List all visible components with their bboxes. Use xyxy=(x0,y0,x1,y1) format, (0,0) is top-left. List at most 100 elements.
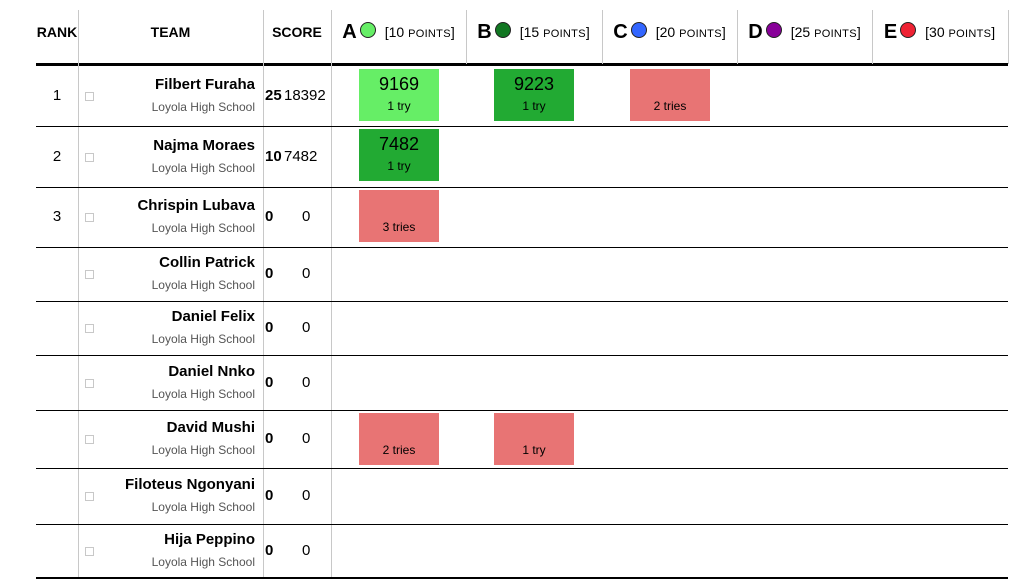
team-school: Loyola High School xyxy=(151,160,255,175)
team-name: David Mushi xyxy=(166,419,255,436)
problem-result-a[interactable]: 9169 1 try xyxy=(359,69,439,121)
problem-points: [30 POINTS] xyxy=(925,24,995,40)
problem-header-c: C [20 POINTS] xyxy=(602,0,737,64)
row-divider xyxy=(36,187,1008,188)
favorite-checkbox[interactable] xyxy=(85,324,94,333)
problem-letter: C xyxy=(613,20,628,43)
points-label: POINTS xyxy=(679,28,722,40)
problem-letter: B xyxy=(477,20,492,43)
attempt-count: 1 try xyxy=(522,99,546,113)
points-label: POINTS xyxy=(543,28,586,40)
team-row: Daniel Nnko Loyola High School 0 0 xyxy=(0,355,1024,410)
points-bracket: ] xyxy=(856,24,861,40)
solve-time: 9169 xyxy=(378,74,420,94)
attempt-count: 1 try xyxy=(522,443,546,457)
problem-header-b: B [15 POINTS] xyxy=(466,0,601,64)
team-name: Filbert Furaha xyxy=(154,76,255,93)
favorite-checkbox[interactable] xyxy=(85,435,94,444)
team-row: David Mushi Loyola High School 0 0 2 tries 1 … xyxy=(0,410,1024,468)
column-divider xyxy=(331,10,332,577)
team-row: 2 Najma Moraes Loyola High School 10 7482 748… xyxy=(0,126,1024,187)
team-row: 1 Filbert Furaha Loyola High School 25 18392… xyxy=(0,66,1024,126)
problem-result-a[interactable]: 2 tries xyxy=(359,413,439,465)
points-bracket: ] xyxy=(721,24,726,40)
balloon-icon xyxy=(359,22,376,38)
team-school: Loyola High School xyxy=(151,278,255,292)
favorite-checkbox[interactable] xyxy=(85,492,94,501)
score-header: SCORE xyxy=(272,24,322,40)
problem-header-e: E [30 POINTS] xyxy=(872,0,1007,64)
solve-time xyxy=(359,413,439,443)
bottom-divider xyxy=(36,577,1008,579)
points-bracket: ] xyxy=(585,24,590,40)
points-value: [15 xyxy=(519,24,544,40)
favorite-checkbox[interactable] xyxy=(85,546,94,556)
team-row: Daniel Felix Loyola High School 0 0 xyxy=(0,301,1024,355)
row-divider xyxy=(36,524,1008,525)
problem-result-b[interactable]: 9223 1 try xyxy=(494,69,574,121)
solve-time: 9223 xyxy=(513,74,555,94)
rank-header: RANK xyxy=(36,24,78,40)
problem-result-c[interactable]: 2 tries xyxy=(630,69,710,121)
team-rank: 2 xyxy=(52,147,62,165)
points-value: [25 xyxy=(790,24,815,40)
team-row: Collin Patrick Loyola High School 0 0 xyxy=(0,247,1024,301)
row-divider xyxy=(36,247,1008,248)
header-divider xyxy=(36,63,1008,66)
team-school: Loyola High School xyxy=(151,386,255,401)
problem-header-d: D [25 POINTS] xyxy=(737,0,872,64)
column-divider xyxy=(602,10,603,64)
team-row: Filoteus Ngonyani Loyola High School 0 0 xyxy=(0,468,1024,524)
team-penalty: 7482 xyxy=(284,147,318,165)
row-divider xyxy=(36,355,1008,356)
column-divider xyxy=(872,10,873,64)
favorite-checkbox[interactable] xyxy=(85,213,94,222)
team-name: Hija Peppino xyxy=(164,530,255,548)
team-name: Collin Patrick xyxy=(159,254,255,271)
team-school: Loyola High School xyxy=(151,332,255,346)
attempt-count: 3 tries xyxy=(382,220,416,234)
team-penalty: 0 xyxy=(302,487,311,504)
team-name: Najma Moraes xyxy=(153,136,255,154)
favorite-checkbox[interactable] xyxy=(85,270,94,279)
team-name: Chrispin Lubava xyxy=(137,197,255,214)
problem-result-b[interactable]: 1 try xyxy=(494,413,574,465)
solve-time xyxy=(630,69,710,99)
team-score: 0 xyxy=(265,487,274,504)
attempt-count: 1 try xyxy=(387,159,411,173)
problem-letter: E xyxy=(883,20,898,43)
favorite-checkbox[interactable] xyxy=(85,378,94,388)
balloon-icon xyxy=(494,22,511,38)
team-header: TEAM xyxy=(150,24,191,40)
problem-letter: D xyxy=(748,20,763,43)
team-score: 0 xyxy=(265,265,274,282)
team-name: Filoteus Ngonyani xyxy=(124,476,255,493)
points-bracket: ] xyxy=(991,24,996,40)
attempt-count: 1 try xyxy=(387,99,411,113)
problem-points: [15 POINTS] xyxy=(520,24,590,40)
team-row: 3 Chrispin Lubava Loyola High School 0 0 3 tr… xyxy=(0,187,1024,247)
attempt-count: 2 tries xyxy=(382,443,416,457)
balloon-icon xyxy=(765,22,782,38)
team-school: Loyola High School xyxy=(151,443,255,457)
team-school: Loyola High School xyxy=(151,221,255,235)
team-penalty: 0 xyxy=(302,265,311,282)
team-score: 0 xyxy=(265,373,274,391)
team-school: Loyola High School xyxy=(151,554,255,569)
team-penalty: 0 xyxy=(302,208,311,225)
favorite-checkbox[interactable] xyxy=(85,92,94,101)
team-penalty: 0 xyxy=(302,541,311,559)
problem-points: [10 POINTS] xyxy=(385,24,455,40)
team-score: 0 xyxy=(265,430,274,447)
row-divider xyxy=(36,410,1008,411)
team-score: 0 xyxy=(265,208,274,225)
row-divider xyxy=(36,126,1008,127)
points-bracket: ] xyxy=(450,24,455,40)
problem-result-a[interactable]: 3 tries xyxy=(359,190,439,242)
attempt-count: 2 tries xyxy=(653,99,687,113)
team-rank: 1 xyxy=(52,87,62,104)
column-divider xyxy=(737,10,738,64)
favorite-checkbox[interactable] xyxy=(85,152,94,162)
problem-result-a[interactable]: 7482 1 try xyxy=(359,129,439,181)
